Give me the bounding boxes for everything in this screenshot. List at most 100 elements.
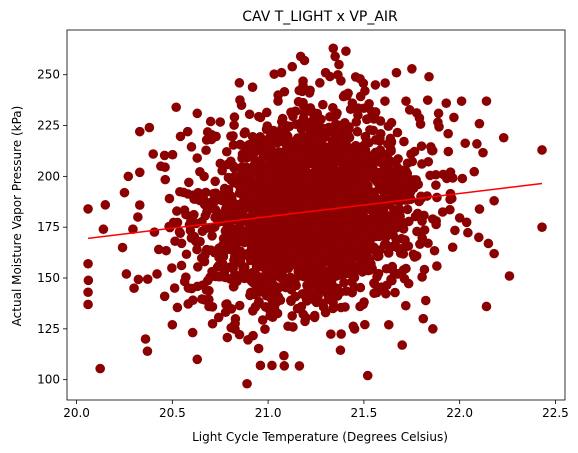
data-point xyxy=(433,117,443,128)
data-point xyxy=(450,225,460,236)
data-point xyxy=(220,307,231,318)
data-point xyxy=(352,126,363,137)
data-point xyxy=(299,108,309,118)
x-tick-label: 20.0 xyxy=(63,406,90,420)
data-point xyxy=(402,204,413,215)
data-point xyxy=(192,108,203,119)
data-point xyxy=(385,156,396,167)
data-point xyxy=(367,222,377,233)
data-point xyxy=(243,234,253,244)
data-point xyxy=(129,283,139,293)
x-tick-label: 22.0 xyxy=(446,406,473,420)
data-point xyxy=(361,114,372,125)
data-point xyxy=(305,85,315,96)
data-point xyxy=(376,220,386,231)
y-axis: 100 125 150 175 200 225 250 xyxy=(37,68,67,387)
data-point xyxy=(185,225,196,236)
data-point xyxy=(383,225,394,236)
data-point xyxy=(167,319,178,330)
data-point xyxy=(391,67,402,78)
data-point xyxy=(297,247,307,258)
data-point xyxy=(360,319,370,330)
data-point xyxy=(248,306,258,316)
data-point xyxy=(228,131,238,141)
data-point xyxy=(342,243,352,253)
data-point xyxy=(349,181,360,191)
plot-frame xyxy=(66,29,566,401)
data-point xyxy=(133,212,143,222)
data-point xyxy=(381,239,391,250)
data-point xyxy=(221,146,232,157)
data-point xyxy=(351,140,361,151)
data-point xyxy=(317,244,328,254)
data-point xyxy=(134,126,145,137)
data-point xyxy=(337,188,347,199)
data-point xyxy=(205,203,215,214)
data-point xyxy=(140,334,151,344)
data-point xyxy=(394,208,405,219)
data-point xyxy=(376,157,386,168)
data-point xyxy=(328,297,338,308)
data-point xyxy=(235,95,245,105)
data-point xyxy=(394,196,405,207)
data-point xyxy=(358,210,368,221)
data-point xyxy=(229,163,239,173)
data-point xyxy=(336,76,346,86)
data-point xyxy=(215,117,226,127)
data-point xyxy=(307,107,317,118)
data-point xyxy=(474,118,485,129)
data-point xyxy=(302,117,313,128)
data-point xyxy=(274,266,285,277)
data-point xyxy=(289,180,299,191)
data-point xyxy=(218,248,229,258)
data-point xyxy=(255,360,266,371)
data-point xyxy=(328,102,338,113)
data-point xyxy=(229,120,239,130)
data-point xyxy=(298,97,308,108)
data-point xyxy=(83,299,93,310)
data-point xyxy=(320,67,331,78)
data-point xyxy=(269,69,280,79)
data-point xyxy=(298,76,308,86)
data-point xyxy=(285,272,296,283)
data-point xyxy=(275,129,285,140)
data-point xyxy=(83,258,93,269)
data-point xyxy=(425,170,435,181)
data-point xyxy=(228,273,239,284)
data-point xyxy=(348,321,359,332)
data-point xyxy=(133,274,144,285)
data-point xyxy=(184,177,194,188)
data-point xyxy=(275,252,286,262)
data-point xyxy=(294,85,305,96)
data-point xyxy=(483,238,494,249)
data-point xyxy=(289,229,300,239)
data-point xyxy=(287,61,298,72)
data-point xyxy=(401,96,411,106)
data-point xyxy=(412,208,423,219)
data-point xyxy=(134,200,145,210)
data-point xyxy=(164,193,175,204)
y-tick-label: 125 xyxy=(37,322,60,336)
data-point xyxy=(167,263,177,273)
data-point xyxy=(187,327,198,338)
data-point xyxy=(318,99,328,110)
data-point xyxy=(267,288,278,298)
data-point xyxy=(308,244,319,254)
data-point xyxy=(359,151,369,162)
data-point xyxy=(250,155,260,166)
data-point xyxy=(228,281,239,292)
data-point xyxy=(325,216,336,227)
data-point xyxy=(334,270,345,280)
data-point xyxy=(370,147,381,158)
data-point xyxy=(123,171,134,182)
data-point xyxy=(383,319,394,330)
data-point xyxy=(335,345,346,356)
data-point xyxy=(443,128,453,139)
x-axis: 20.0 20.5 21.0 21.5 22.0 22.5 xyxy=(63,400,569,420)
data-point xyxy=(359,103,369,114)
data-point xyxy=(181,249,192,260)
data-point xyxy=(489,248,499,259)
data-point xyxy=(225,237,236,248)
data-point xyxy=(201,145,211,156)
data-point xyxy=(169,283,180,293)
